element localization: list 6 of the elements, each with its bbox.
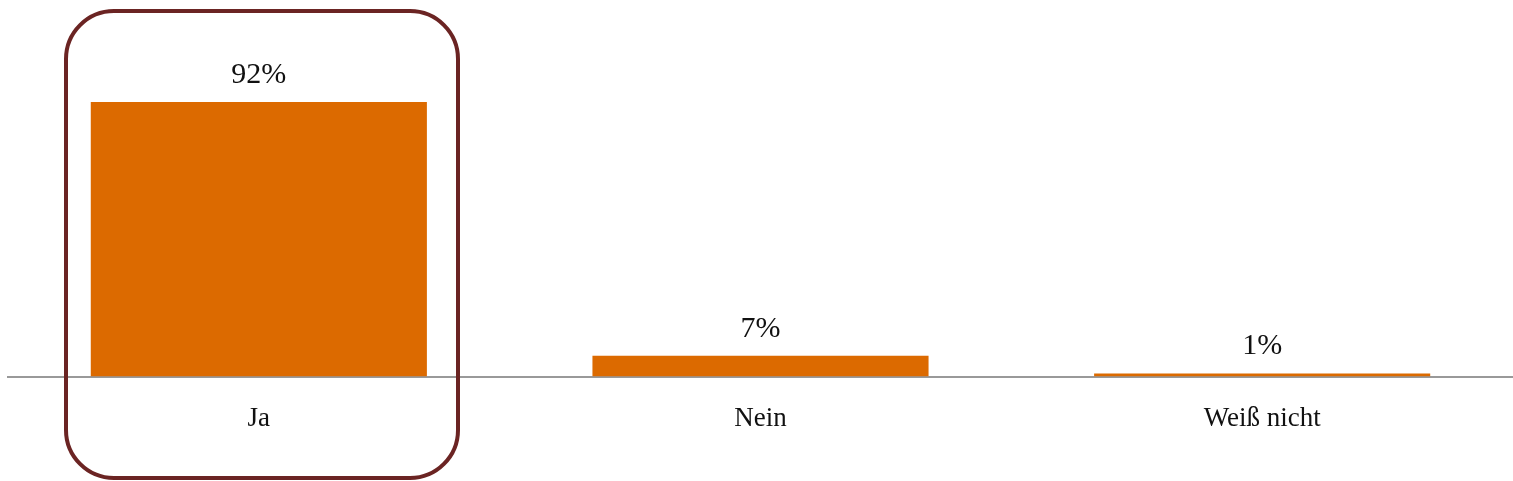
data-label: 1% — [1242, 327, 1283, 361]
x-tick-label: Ja — [247, 401, 271, 432]
data-label: 92% — [231, 55, 287, 89]
data-label: 7% — [740, 309, 781, 343]
x-tick-label: Nein — [734, 401, 788, 432]
x-tick-label: Weiß nicht — [1203, 401, 1322, 432]
